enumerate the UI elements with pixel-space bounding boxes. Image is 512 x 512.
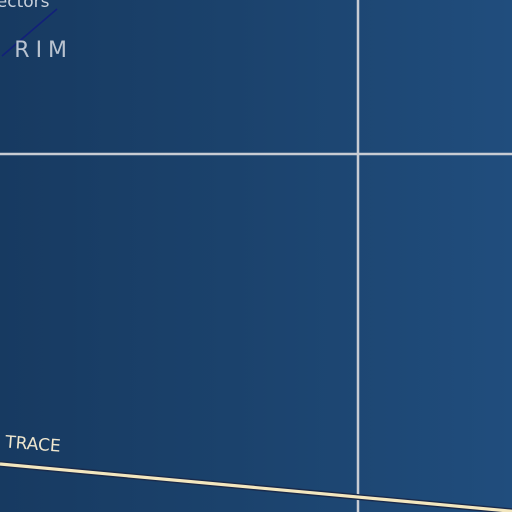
rim-label: R RIM — [0, 38, 74, 63]
trace-path — [0, 462, 512, 512]
sector-boundary-line — [1, 8, 58, 57]
sectors-label: Sectors — [0, 0, 50, 12]
